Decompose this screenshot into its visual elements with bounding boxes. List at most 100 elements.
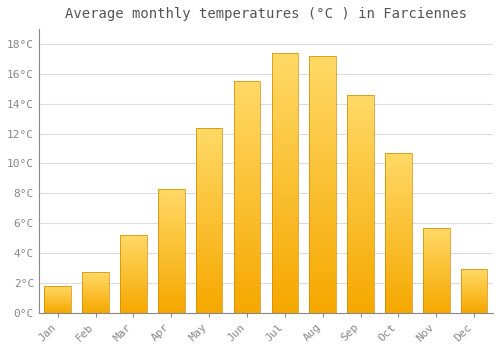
Bar [310, 151, 336, 153]
Bar [82, 294, 109, 295]
Bar [423, 262, 450, 263]
Bar [385, 170, 411, 172]
Bar [234, 225, 260, 227]
Bar [310, 143, 336, 146]
Bar [234, 118, 260, 121]
Bar [158, 285, 184, 287]
Bar [196, 174, 222, 176]
Bar [82, 296, 109, 297]
Bar [348, 123, 374, 125]
Bar [385, 244, 411, 246]
Bar [385, 247, 411, 249]
Bar [385, 156, 411, 158]
Bar [272, 209, 298, 211]
Bar [310, 130, 336, 133]
Bar [196, 153, 222, 155]
Bar [196, 268, 222, 270]
Bar [234, 199, 260, 202]
Bar [234, 204, 260, 206]
Bar [196, 157, 222, 159]
Bar [385, 178, 411, 180]
Bar [385, 201, 411, 202]
Bar [272, 248, 298, 250]
Bar [196, 311, 222, 313]
Bar [120, 245, 146, 246]
Bar [272, 240, 298, 243]
Bar [120, 271, 146, 272]
Bar [158, 253, 184, 254]
Bar [423, 233, 450, 235]
Bar [348, 106, 374, 108]
Bar [120, 292, 146, 293]
Bar [234, 148, 260, 151]
Bar [196, 218, 222, 220]
Bar [348, 217, 374, 219]
Bar [158, 206, 184, 207]
Bar [385, 209, 411, 210]
Bar [158, 194, 184, 195]
Bar [423, 236, 450, 237]
Bar [272, 63, 298, 66]
Bar [272, 224, 298, 227]
Bar [272, 107, 298, 110]
Bar [310, 241, 336, 243]
Bar [385, 270, 411, 271]
Bar [423, 253, 450, 254]
Bar [158, 246, 184, 247]
Bar [158, 290, 184, 292]
Bar [461, 297, 487, 298]
Bar [348, 291, 374, 293]
Bar [348, 293, 374, 295]
Bar [461, 290, 487, 291]
Bar [234, 218, 260, 220]
Bar [196, 292, 222, 294]
Bar [348, 304, 374, 306]
Bar [234, 243, 260, 246]
Bar [423, 260, 450, 261]
Bar [272, 204, 298, 206]
Bar [120, 296, 146, 297]
Bar [310, 169, 336, 171]
Bar [385, 183, 411, 185]
Bar [272, 120, 298, 123]
Bar [196, 170, 222, 172]
Bar [461, 301, 487, 302]
Bar [196, 216, 222, 218]
Bar [196, 135, 222, 137]
Bar [234, 91, 260, 93]
Bar [272, 263, 298, 266]
Bar [310, 205, 336, 208]
Bar [385, 159, 411, 161]
Bar [423, 243, 450, 244]
Bar [348, 154, 374, 156]
Bar [234, 134, 260, 137]
Bar [423, 310, 450, 311]
Bar [234, 98, 260, 100]
Bar [423, 282, 450, 283]
Bar [120, 252, 146, 253]
Bar [461, 283, 487, 284]
Bar [348, 167, 374, 169]
Bar [120, 244, 146, 245]
Bar [310, 248, 336, 251]
Bar [234, 181, 260, 183]
Bar [461, 305, 487, 306]
Bar [196, 239, 222, 240]
Bar [196, 303, 222, 305]
Bar [310, 135, 336, 138]
Bar [385, 308, 411, 309]
Bar [348, 202, 374, 204]
Bar [158, 189, 184, 313]
Bar [272, 235, 298, 237]
Bar [385, 202, 411, 204]
Bar [158, 288, 184, 289]
Bar [310, 197, 336, 200]
Bar [385, 220, 411, 222]
Bar [196, 196, 222, 198]
Bar [234, 310, 260, 313]
Bar [310, 161, 336, 164]
Bar [196, 163, 222, 164]
Bar [310, 97, 336, 99]
Bar [385, 233, 411, 234]
Bar [82, 275, 109, 276]
